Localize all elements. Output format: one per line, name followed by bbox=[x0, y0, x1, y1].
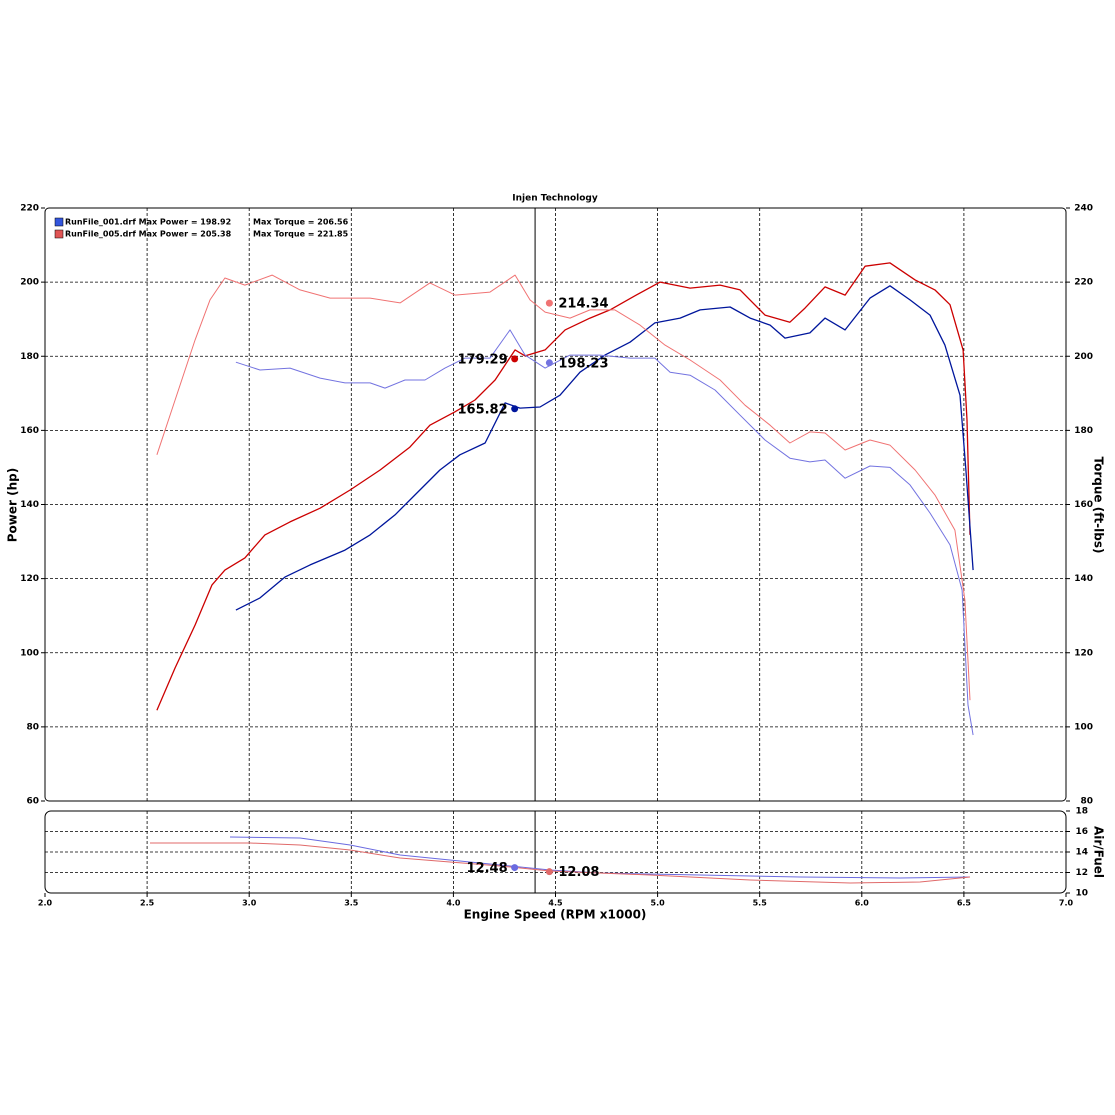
legend-torque-label: Max Torque = 221.85 bbox=[253, 230, 349, 239]
y-tick-label: 140 bbox=[20, 500, 39, 510]
y2-tick-label: 200 bbox=[1074, 352, 1093, 362]
x-tick-label: 6.0 bbox=[855, 899, 870, 908]
y2-tick-label: 240 bbox=[1074, 204, 1093, 214]
x-tick-label: 6.5 bbox=[957, 899, 972, 908]
cursor-marker bbox=[545, 868, 553, 876]
y-tick-label: 14 bbox=[1075, 848, 1088, 858]
afr-axis-label: Air/Fuel bbox=[1092, 826, 1106, 878]
series-line bbox=[150, 842, 971, 884]
cursor-marker bbox=[511, 864, 519, 872]
marker-label: 198.23 bbox=[558, 356, 608, 371]
x-tick-label: 4.0 bbox=[446, 899, 461, 908]
y2-tick-label: 220 bbox=[1074, 278, 1093, 288]
y-tick-label: 220 bbox=[20, 204, 39, 214]
cursor-marker bbox=[545, 299, 553, 307]
x-tick-label: 7.0 bbox=[1059, 899, 1074, 908]
y2-tick-label: 140 bbox=[1074, 574, 1093, 584]
y-tick-label: 180 bbox=[20, 352, 39, 362]
y-tick-label: 12 bbox=[1075, 868, 1088, 878]
x-tick-label: 5.0 bbox=[651, 899, 666, 908]
legend-label: RunFile_005.drf Max Power = 205.38 bbox=[65, 230, 232, 239]
marker-label: 214.34 bbox=[558, 297, 608, 312]
y2-tick-label: 160 bbox=[1074, 500, 1093, 510]
series-line bbox=[156, 274, 971, 701]
series-line bbox=[156, 262, 971, 711]
series-line bbox=[229, 836, 971, 879]
x-tick-label: 4.5 bbox=[548, 899, 563, 908]
series-line bbox=[235, 285, 974, 611]
y-tick-label: 120 bbox=[20, 574, 39, 584]
y2-tick-label: 80 bbox=[1080, 797, 1093, 807]
marker-label: 165.82 bbox=[457, 402, 507, 417]
legend-swatch bbox=[54, 217, 64, 227]
y-tick-label: 16 bbox=[1075, 827, 1088, 837]
legend-swatch bbox=[54, 229, 64, 239]
marker-label: 12.08 bbox=[558, 865, 599, 880]
y-tick-label: 60 bbox=[26, 797, 39, 807]
y-tick-label: 18 bbox=[1075, 807, 1088, 817]
legend-torque-label: Max Torque = 206.56 bbox=[253, 218, 349, 227]
legend-label: RunFile_001.drf Max Power = 198.92 bbox=[65, 218, 231, 227]
cursor-marker bbox=[511, 405, 519, 413]
y2-tick-label: 100 bbox=[1074, 722, 1093, 732]
cursor-marker bbox=[545, 359, 553, 367]
marker-label: 179.29 bbox=[457, 352, 507, 367]
x-tick-label: 3.5 bbox=[344, 899, 359, 908]
x-tick-label: 3.0 bbox=[242, 899, 257, 908]
chart-title: Injen Technology bbox=[512, 194, 598, 204]
series-line bbox=[235, 329, 974, 736]
y-tick-label: 10 bbox=[1075, 889, 1088, 899]
x-tick-label: 2.0 bbox=[38, 899, 53, 908]
y-tick-label: 160 bbox=[20, 426, 39, 436]
cursor-marker bbox=[511, 355, 519, 363]
marker-label: 12.48 bbox=[467, 861, 508, 876]
y-axis-label: Power (hp) bbox=[6, 468, 20, 542]
y-tick-label: 80 bbox=[26, 722, 39, 732]
x-tick-label: 5.5 bbox=[753, 899, 768, 908]
y-tick-label: 100 bbox=[20, 648, 39, 658]
y2-axis-label: Torque (ft-lbs) bbox=[1092, 457, 1106, 554]
x-axis-label: Engine Speed (RPM x1000) bbox=[464, 908, 647, 922]
y-tick-label: 200 bbox=[20, 278, 39, 288]
y2-tick-label: 180 bbox=[1074, 426, 1093, 436]
y2-tick-label: 120 bbox=[1074, 648, 1093, 658]
x-tick-label: 2.5 bbox=[140, 899, 155, 908]
